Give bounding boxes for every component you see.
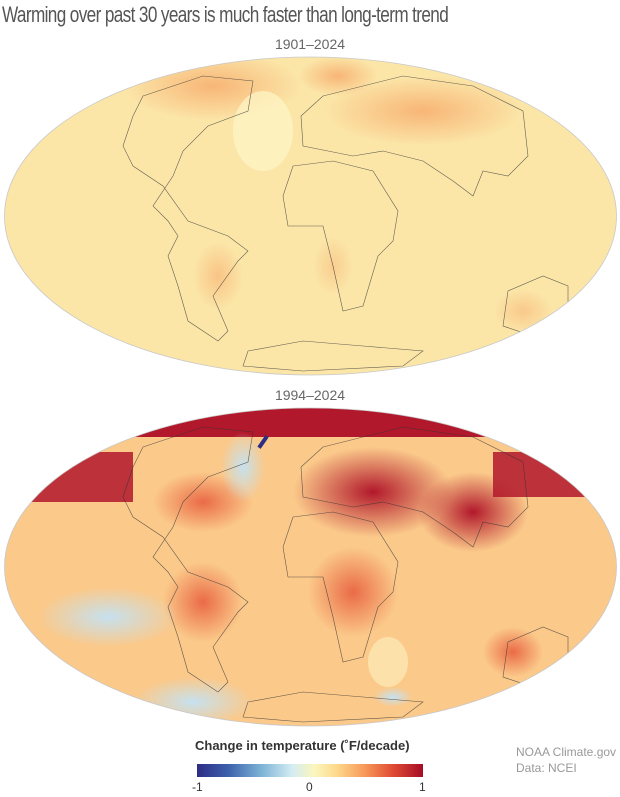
map-1994-2024 (3, 407, 618, 727)
colorbar (197, 764, 423, 777)
map-2-label: 1994–2024 (274, 387, 346, 403)
map-1-label: 1901–2024 (274, 36, 346, 52)
credit-source: NOAA Climate.gov (516, 745, 617, 759)
legend-tick-zero: 0 (306, 780, 313, 794)
map-1901-2024 (3, 56, 618, 376)
chart-title: Warming over past 30 years is much faste… (2, 2, 449, 27)
legend-tick-max: 1 (419, 780, 426, 794)
legend-title: Change in temperature (˚F/decade) (195, 738, 410, 753)
legend-tick-min: -1 (192, 780, 203, 794)
credit-data: Data: NCEI (516, 761, 577, 775)
